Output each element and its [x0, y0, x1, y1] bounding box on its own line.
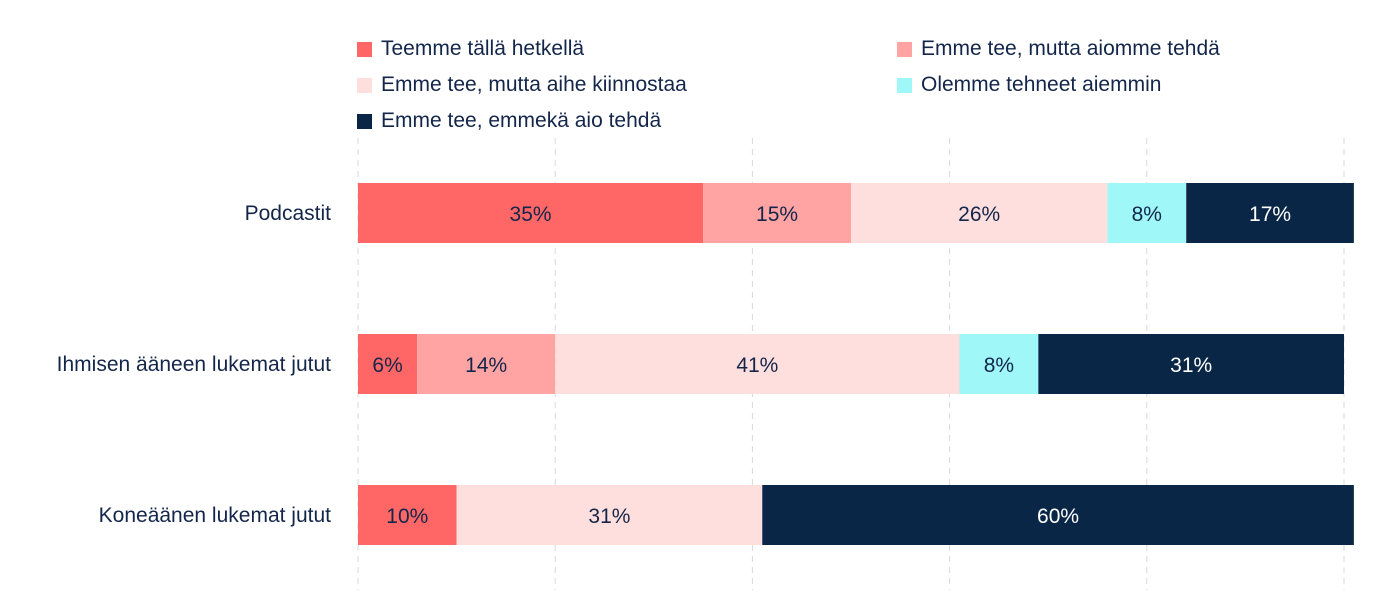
data-label: 10%: [386, 505, 428, 528]
legend-item: Emme tee, emmekä aio tehdä: [357, 107, 661, 135]
data-label: 60%: [1037, 505, 1079, 528]
bar-segment: [1038, 334, 1344, 394]
bar-segment: [555, 334, 960, 394]
legend-swatch: [897, 41, 912, 57]
bar-segment: [358, 485, 457, 545]
legend-item: Emme tee, mutta aiomme tehdä: [897, 35, 1220, 63]
legend-label: Emme tee, mutta aiomme tehdä: [921, 37, 1220, 60]
legend: Teemme tällä hetkellä Emme tee, mutta aio…: [357, 35, 1357, 145]
category-label: Ihmisen ääneen lukemat jutut: [57, 353, 331, 376]
data-label: 35%: [510, 203, 552, 226]
bar-segment: [358, 183, 704, 243]
data-label: 31%: [588, 505, 630, 528]
legend-label: Teemme tällä hetkellä: [381, 37, 585, 60]
bar-segment: [959, 334, 1039, 394]
legend-swatch: [357, 41, 372, 57]
data-label: 14%: [465, 354, 507, 377]
legend-swatch: [357, 77, 372, 93]
data-label: 31%: [1170, 354, 1212, 377]
data-label: 15%: [756, 203, 798, 226]
bar-segment: [762, 485, 1354, 545]
data-label: 41%: [736, 354, 778, 377]
data-label: 8%: [984, 354, 1014, 377]
bar-segment: [703, 183, 851, 243]
bar-segment: [1107, 183, 1187, 243]
legend-item: Olemme tehneet aiemmin: [897, 71, 1161, 99]
category-label: Podcastit: [245, 202, 332, 225]
bar-segment: [456, 485, 763, 545]
legend-swatch: [897, 77, 912, 93]
legend-swatch: [357, 113, 372, 129]
bar-segment: [851, 183, 1108, 243]
legend-item: Emme tee, mutta aihe kiinnostaa: [357, 71, 687, 99]
legend-label: Olemme tehneet aiemmin: [921, 73, 1162, 96]
legend-label: Emme tee, emmekä aio tehdä: [381, 109, 662, 132]
category-label: Koneäänen lukemat jutut: [99, 504, 331, 527]
data-label: 26%: [958, 203, 1000, 226]
data-label: 8%: [1132, 203, 1162, 226]
bar-segment: [417, 334, 556, 394]
legend-label: Emme tee, mutta aihe kiinnostaa: [381, 73, 687, 96]
data-label: 17%: [1249, 203, 1291, 226]
bar-segment: [358, 334, 418, 394]
legend-item: Teemme tällä hetkellä: [357, 35, 584, 63]
bar-segment: [1186, 183, 1354, 243]
data-label: 6%: [372, 354, 402, 377]
